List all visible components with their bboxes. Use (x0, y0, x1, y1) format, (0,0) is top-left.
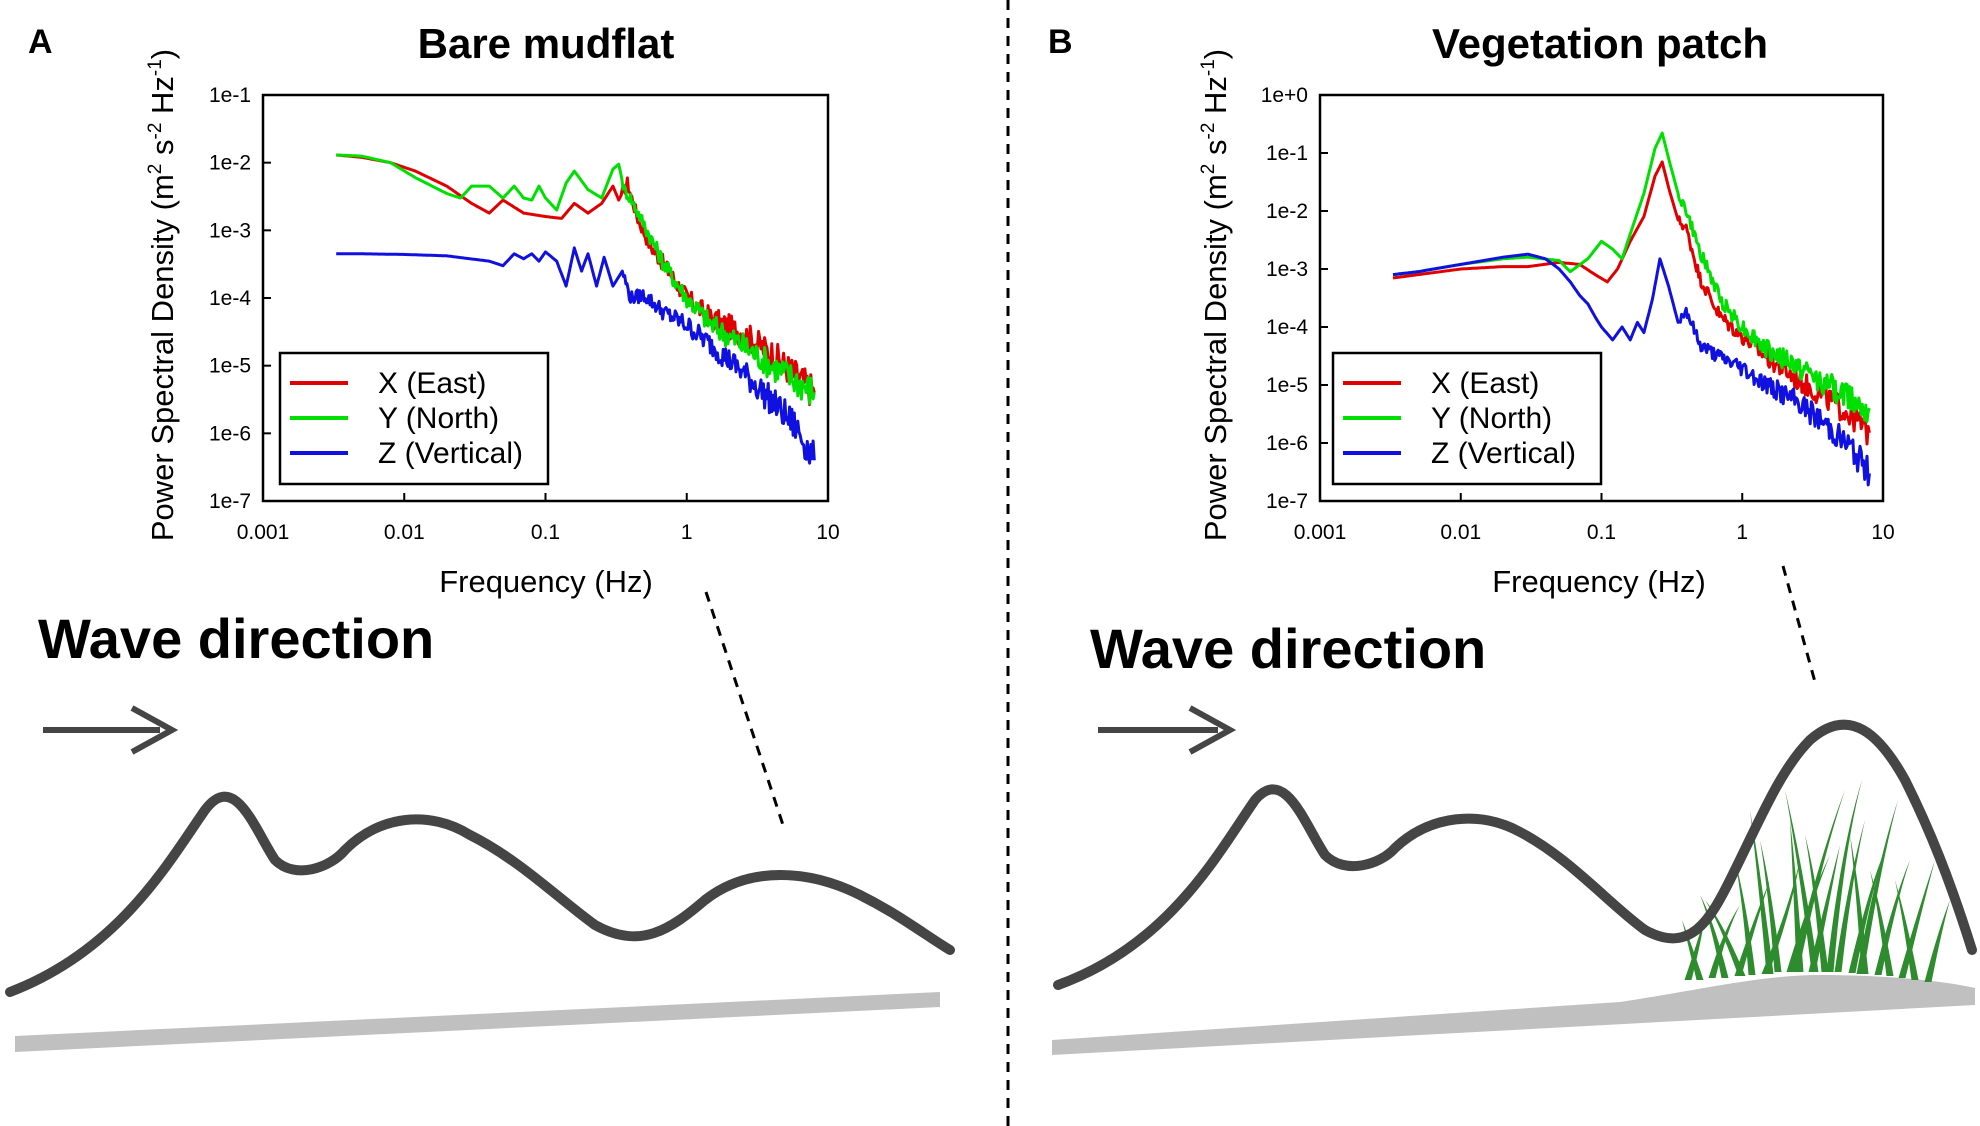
legend-entry: Z (Vertical) (1431, 437, 1576, 470)
y-tick-label: 1e-7 (209, 490, 251, 513)
wave-direction-arrow (1098, 705, 1237, 755)
x-tick-label: 0.001 (237, 521, 290, 544)
x-tick-label: 10 (816, 521, 839, 544)
chart-title: Vegetation patch (1432, 20, 1768, 67)
grass-blade (1790, 820, 1804, 972)
plot-area: 0.001 0.01 0.1 1 10 1e-7 1e-6 1e-5 1e-4 1e-3 1e-2 1… (209, 84, 840, 544)
y-axis-label: Power Spectral Density (m2 s-2 Hz-1) (145, 49, 180, 541)
grass-blade (1826, 780, 1862, 972)
y-tick-label: 1e-7 (1266, 490, 1308, 513)
x-tick-label: 0.001 (1294, 521, 1347, 544)
legend: X (East)Y (North)Z (Vertical) (1331, 351, 1603, 486)
grass-blade (1895, 880, 1919, 980)
legend-entry: Y (North) (378, 402, 499, 435)
y-axis-label: Power Spectral Density (m2 s-2 Hz-1) (1198, 49, 1233, 541)
y-tick-label: 1e-2 (1266, 200, 1308, 223)
ground-slope (15, 992, 940, 1052)
legend-entry: Z (Vertical) (378, 437, 523, 470)
y-tick-label: 1e-1 (1266, 142, 1308, 165)
series-line-x-east (335, 153, 816, 407)
grass-blade (1705, 900, 1746, 976)
sensor-pointer-line (1781, 565, 1817, 683)
grass-blade (1735, 860, 1756, 975)
ground-slope (1052, 975, 1975, 1055)
wave-direction-label: Wave direction (1090, 617, 1486, 680)
x-tick-label: 1 (1736, 521, 1748, 544)
grass-blade (1848, 850, 1885, 973)
series-line-z-vertical (335, 246, 816, 465)
x-tick-label: 10 (1871, 521, 1894, 544)
x-tick-label: 0.01 (1440, 521, 1481, 544)
grass-blade (1924, 900, 1950, 982)
grass-blade (1708, 905, 1740, 978)
legend: X (East)Y (North)Z (Vertical) (278, 351, 550, 486)
panel-a: A Bare mudflat Power Spectral Density (m… (5, 20, 955, 1052)
y-tick-label: 1e-1 (209, 84, 251, 107)
legend-entry: Y (North) (1431, 402, 1552, 435)
vegetation-patch (1682, 780, 1950, 982)
y-tick-label: 1e-4 (1266, 316, 1308, 339)
y-tick-label: 1e+0 (1261, 84, 1308, 107)
wave-direction-label: Wave direction (38, 607, 434, 670)
y-tick-label: 1e-6 (209, 422, 251, 445)
series-group (1392, 131, 1871, 487)
grass-blade (1805, 835, 1829, 972)
grass-blade (1834, 820, 1865, 972)
x-tick-label: 1 (681, 521, 693, 544)
series-line-z-vertical (1392, 252, 1871, 487)
grass-blade (1750, 810, 1774, 974)
x-tick-label: 0.1 (1587, 521, 1616, 544)
x-axis-label: Frequency (Hz) (1492, 564, 1706, 599)
y-tick-label: 1e-4 (209, 287, 251, 310)
wave-profile (1053, 719, 1977, 990)
y-tick-label: 1e-5 (209, 355, 251, 378)
y-tick-label: 1e-6 (1266, 432, 1308, 455)
x-tick-label: 0.1 (531, 521, 560, 544)
grass-blade (1808, 845, 1840, 972)
wave-profile (5, 791, 955, 997)
chart-title: Bare mudflat (418, 20, 675, 67)
wave-direction-arrow (43, 705, 179, 755)
plot-area: 0.001 0.01 0.1 1 10 1e-7 1e-6 1e-5 1e-4 1e-3 1e-2 1… (1261, 84, 1895, 544)
y-tick-label: 1e-3 (1266, 258, 1308, 281)
grass-blade (1791, 790, 1845, 972)
series-line-y-north (335, 153, 816, 405)
panel-label: A (28, 23, 53, 61)
grass-blade (1760, 840, 1782, 972)
legend-entry: X (East) (1431, 367, 1539, 400)
y-tick-label: 1e-5 (1266, 374, 1308, 397)
y-tick-label: 1e-2 (209, 152, 251, 175)
grass-blade (1856, 800, 1898, 974)
y-tick-label: 1e-3 (209, 219, 251, 242)
panel-b: B Vegetation patch Power Spectral Densit… (1048, 20, 1977, 1055)
series-line-x-east (1392, 160, 1871, 446)
x-tick-label: 0.01 (384, 521, 425, 544)
legend-entry: X (East) (378, 367, 486, 400)
grass-blade (1785, 790, 1819, 972)
x-axis-label: Frequency (Hz) (439, 564, 653, 599)
series-group (335, 153, 816, 465)
panel-label: B (1048, 23, 1073, 61)
sensor-pointer-line (704, 591, 785, 826)
